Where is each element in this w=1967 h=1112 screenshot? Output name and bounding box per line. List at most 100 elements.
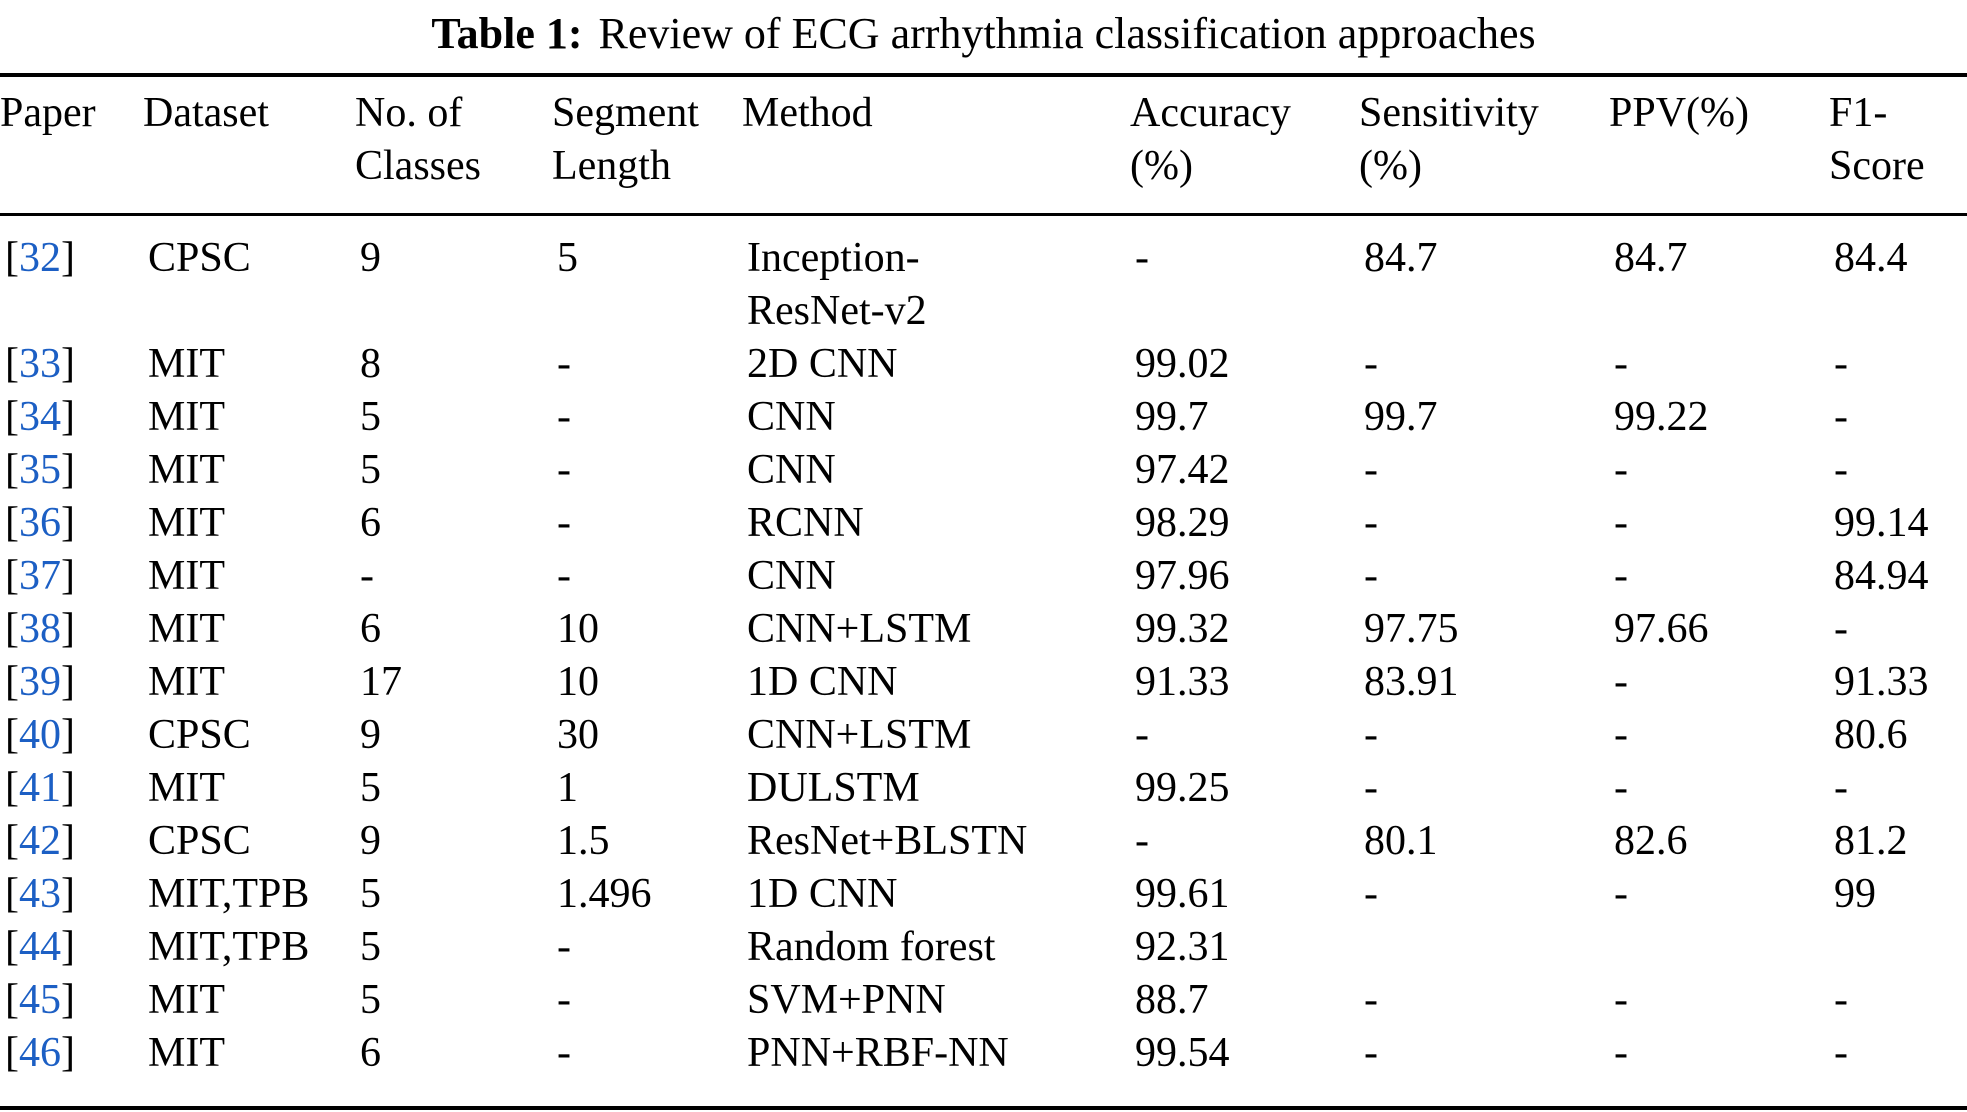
- dataset-cell: MIT: [148, 606, 225, 652]
- citation-bracket-open: [: [5, 500, 19, 546]
- citation-link[interactable]: 38: [19, 606, 61, 652]
- table-row: [32] CPSC 9 5 Inception- ResNet-v2-84.7 84.7 8…: [0, 232, 1967, 338]
- citation-link[interactable]: 33: [19, 341, 61, 387]
- f1-cell: 84.4: [1834, 235, 1908, 281]
- method-cell: ResNet+BLSTN: [747, 818, 1028, 864]
- ppv-cell: -: [1614, 447, 1628, 493]
- sensitivity-cell: 84.7: [1364, 235, 1438, 281]
- f1-cell: -: [1834, 394, 1848, 440]
- citation-bracket-open: [: [5, 394, 19, 440]
- f1-cell: 80.6: [1834, 712, 1908, 758]
- table-row: [39] MIT 17 10 1D CNN 91.33 83.91-91.33: [0, 656, 1967, 709]
- citation-link[interactable]: 41: [19, 765, 61, 811]
- segment-cell: -: [557, 977, 571, 1023]
- sensitivity-cell: 83.91: [1364, 659, 1459, 705]
- citation-link[interactable]: 32: [19, 235, 61, 281]
- accuracy-cell: 91.33: [1135, 659, 1230, 705]
- dataset-cell: MIT: [148, 1030, 225, 1076]
- classes-cell: 17: [360, 659, 402, 705]
- table-caption-label: Table 1:: [431, 9, 583, 58]
- method-cell: CNN+LSTM: [747, 712, 972, 758]
- ppv-cell: -: [1614, 500, 1628, 546]
- citation-bracket-open: [: [5, 341, 19, 387]
- citation-link[interactable]: 35: [19, 447, 61, 493]
- classes-cell: 5: [360, 924, 381, 970]
- citation-link[interactable]: 39: [19, 659, 61, 705]
- method-cell: SVM+PNN: [747, 977, 946, 1023]
- dataset-cell: MIT: [148, 394, 225, 440]
- accuracy-cell: 99.54: [1135, 1030, 1230, 1076]
- citation-bracket-open: [: [5, 553, 19, 599]
- citation-cell: [40]: [5, 709, 148, 762]
- citation-bracket-close: ]: [61, 394, 75, 440]
- method-cell: 1D CNN: [747, 871, 898, 917]
- accuracy-cell: 97.96: [1135, 553, 1230, 599]
- citation-bracket-close: ]: [61, 235, 75, 281]
- accuracy-cell: -: [1135, 818, 1149, 864]
- classes-cell: 5: [360, 447, 381, 493]
- citation-bracket-open: [: [5, 1030, 19, 1076]
- citation-link[interactable]: 40: [19, 712, 61, 758]
- citation-bracket-open: [: [5, 977, 19, 1023]
- table-header-row: Paper Dataset No. of Classes Segment Length…: [0, 77, 1967, 216]
- citation-link[interactable]: 34: [19, 394, 61, 440]
- citation-bracket-open: [: [5, 924, 19, 970]
- classes-cell: 6: [360, 606, 381, 652]
- citation-cell: [44]: [5, 921, 148, 974]
- ppv-cell: [1614, 921, 1834, 974]
- citation-cell: [43]: [5, 868, 148, 921]
- f1-cell: -: [1834, 341, 1848, 387]
- segment-cell: -: [557, 924, 571, 970]
- citation-bracket-open: [: [5, 606, 19, 652]
- sensitivity-cell: -: [1364, 553, 1378, 599]
- sensitivity-cell: -: [1364, 712, 1378, 758]
- dataset-cell: MIT,TPB: [148, 924, 310, 970]
- table-row: [46] MIT 6- PNN+RBF-NN 99.54- - -: [0, 1027, 1967, 1080]
- citation-cell: [38]: [5, 603, 148, 656]
- segment-cell: -: [557, 553, 571, 599]
- citation-link[interactable]: 36: [19, 500, 61, 546]
- citation-bracket-close: ]: [61, 977, 75, 1023]
- citation-link[interactable]: 45: [19, 977, 61, 1023]
- classes-cell: 9: [360, 235, 381, 281]
- ppv-cell: 97.66: [1614, 606, 1709, 652]
- citation-link[interactable]: 43: [19, 871, 61, 917]
- column-header-sensitivity: Sensitivity (%): [1359, 90, 1539, 189]
- sensitivity-cell: [1364, 921, 1614, 974]
- f1-cell: [1834, 921, 1967, 974]
- ppv-cell: -: [1614, 765, 1628, 811]
- segment-cell: 1.5: [557, 818, 610, 864]
- citation-link[interactable]: 44: [19, 924, 61, 970]
- table-row: [33] MIT 8-2D CNN 99.02- - -: [0, 338, 1967, 391]
- classes-cell: 9: [360, 712, 381, 758]
- segment-cell: -: [557, 500, 571, 546]
- citation-bracket-close: ]: [61, 924, 75, 970]
- citation-cell: [42]: [5, 815, 148, 868]
- citation-link[interactable]: 37: [19, 553, 61, 599]
- table-row: [35] MIT 5- CNN 97.42- - -: [0, 444, 1967, 497]
- dataset-cell: CPSC: [148, 818, 251, 864]
- classes-cell: 5: [360, 394, 381, 440]
- segment-cell: 1: [557, 765, 578, 811]
- segment-cell: 10: [557, 659, 599, 705]
- method-cell: PNN+RBF-NN: [747, 1030, 1009, 1076]
- dataset-cell: MIT: [148, 447, 225, 493]
- citation-link[interactable]: 42: [19, 818, 61, 864]
- sensitivity-cell: -: [1364, 500, 1378, 546]
- f1-cell: -: [1834, 1030, 1848, 1076]
- citation-link[interactable]: 46: [19, 1030, 61, 1076]
- f1-cell: -: [1834, 977, 1848, 1023]
- citation-cell: [37]: [5, 550, 148, 603]
- sensitivity-cell: 80.1: [1364, 818, 1438, 864]
- citation-bracket-open: [: [5, 235, 19, 281]
- ppv-cell: -: [1614, 712, 1628, 758]
- dataset-cell: MIT: [148, 659, 225, 705]
- ppv-cell: 84.7: [1614, 235, 1688, 281]
- f1-cell: 84.94: [1834, 553, 1929, 599]
- segment-cell: -: [557, 341, 571, 387]
- citation-bracket-close: ]: [61, 1030, 75, 1076]
- method-cell: CNN: [747, 553, 836, 599]
- dataset-cell: CPSC: [148, 712, 251, 758]
- column-header-method: Method: [742, 90, 873, 136]
- ppv-cell: -: [1614, 659, 1628, 705]
